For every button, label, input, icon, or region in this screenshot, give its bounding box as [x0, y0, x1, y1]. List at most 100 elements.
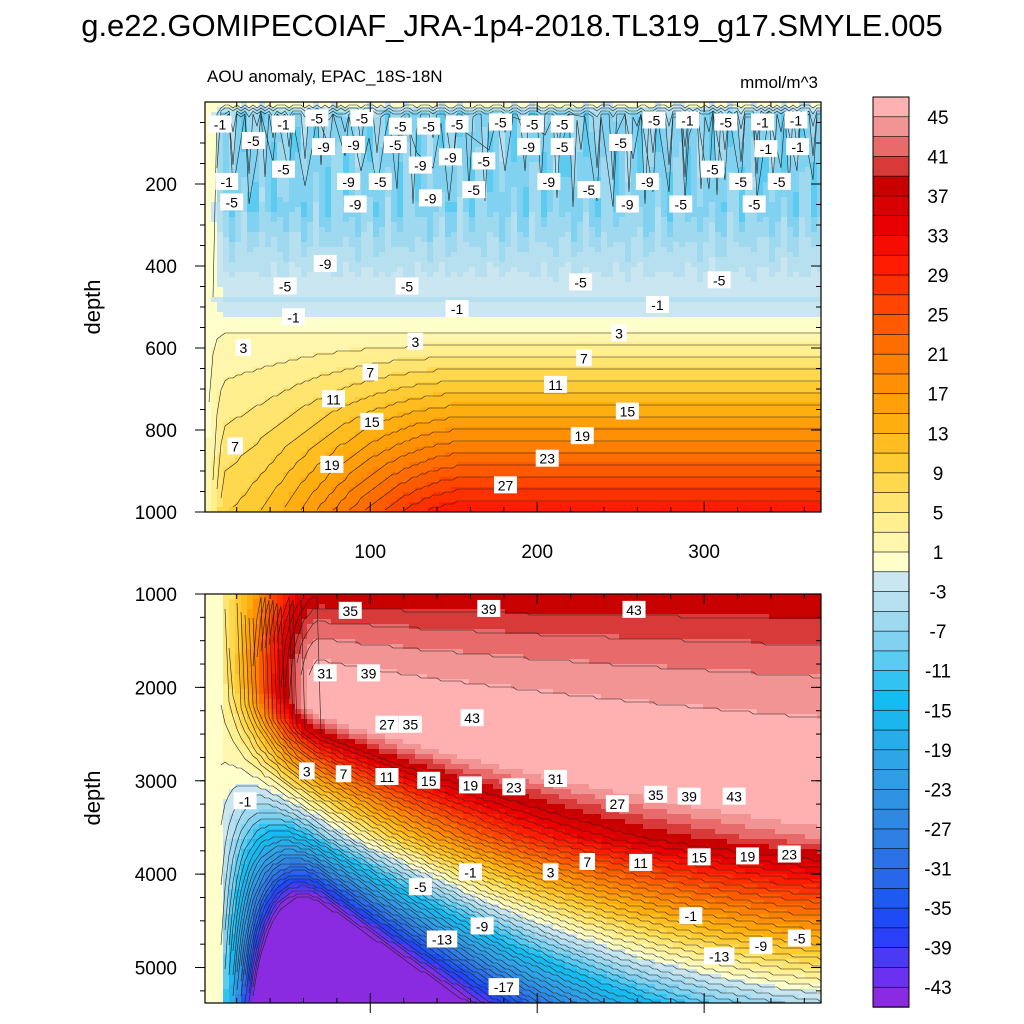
upper-fill-cell — [691, 297, 698, 303]
upper-fill-cell — [487, 222, 494, 228]
upper-fill-cell — [475, 222, 482, 228]
upper-fill-cell — [583, 147, 590, 153]
upper-fill-cell — [289, 107, 296, 113]
upper-fill-cell — [649, 162, 656, 168]
upper-fill-cell — [799, 297, 806, 303]
upper-fill-cell — [571, 292, 578, 298]
upper-fill-cell — [817, 212, 821, 218]
upper-fill-cell — [637, 257, 644, 263]
upper-fill-cell — [427, 297, 434, 303]
upper-fill-cell — [319, 162, 326, 168]
upper-fill-cell — [679, 167, 686, 173]
upper-fill-cell — [745, 157, 752, 163]
upper-fill-cell — [547, 217, 554, 223]
upper-fill-cell — [745, 302, 752, 308]
upper-fill-cell — [355, 282, 362, 288]
upper-fill-cell — [391, 167, 398, 173]
upper-fill-cell — [325, 202, 332, 208]
upper-fill-cell — [265, 287, 272, 293]
upper-fill-cell — [709, 212, 716, 218]
upper-fill-cell — [523, 327, 530, 333]
upper-fill-cell — [631, 312, 638, 318]
upper-fill-cell — [667, 177, 674, 183]
upper-fill-cell — [805, 257, 812, 263]
upper-fill-cell — [565, 107, 572, 113]
upper-fill-cell — [289, 217, 296, 223]
upper-fill-cell — [637, 312, 644, 318]
upper-fill-cell — [229, 147, 236, 153]
upper-fill-cell — [517, 292, 524, 298]
upper-fill-cell — [631, 222, 638, 228]
upper-fill-cell — [475, 337, 482, 343]
upper-fill-cell — [811, 252, 818, 258]
upper-fill-cell — [373, 282, 380, 288]
upper-fill-cell — [487, 212, 494, 218]
upper-fill-cell — [505, 132, 512, 138]
upper-fill-cell — [433, 237, 440, 243]
upper-fill-cell — [769, 312, 776, 318]
upper-fill-cell — [715, 237, 722, 243]
upper-fill-cell — [721, 237, 728, 243]
upper-fill-cell — [343, 132, 350, 138]
upper-fill-cell — [337, 227, 344, 233]
upper-fill-cell — [517, 187, 524, 193]
upper-fill-cell — [799, 292, 806, 298]
upper-fill-cell — [499, 237, 506, 243]
upper-fill-cell — [433, 142, 440, 148]
upper-fill-cell — [751, 257, 758, 263]
upper-fill-cell — [307, 227, 314, 233]
upper-fill-cell — [253, 177, 260, 183]
upper-fill-cell — [751, 107, 758, 113]
upper-fill-cell — [577, 157, 584, 163]
upper-fill-cell — [391, 292, 398, 298]
upper-fill-cell — [475, 267, 482, 273]
upper-fill-cell — [811, 122, 818, 128]
upper-fill-cell — [775, 202, 782, 208]
upper-fill-cell — [553, 267, 560, 273]
upper-fill-cell — [685, 152, 692, 158]
upper-fill-cell — [259, 232, 266, 238]
upper-fill-cell — [379, 207, 386, 213]
upper-fill-cell — [331, 177, 338, 183]
upper-fill-cell — [799, 232, 806, 238]
upper-fill-cell — [727, 317, 734, 323]
upper-fill-cell — [511, 167, 518, 173]
upper-fill-cell — [787, 302, 794, 308]
upper-fill-cell — [511, 127, 518, 133]
upper-fill-cell — [409, 242, 416, 248]
upper-fill-cell — [397, 182, 404, 188]
upper-fill-cell — [613, 192, 620, 198]
upper-fill-cell — [523, 322, 530, 328]
upper-fill-cell — [559, 242, 566, 248]
upper-fill-cell — [799, 302, 806, 308]
upper-fill-cell — [571, 207, 578, 213]
upper-fill-cell — [265, 327, 272, 333]
upper-fill-cell — [391, 267, 398, 273]
upper-fill-cell — [457, 277, 464, 283]
upper-fill-cell — [769, 192, 776, 198]
upper-fill-cell — [469, 202, 476, 208]
upper-fill-cell — [589, 282, 596, 288]
upper-fill-cell — [685, 177, 692, 183]
upper-fill-cell — [775, 317, 782, 323]
upper-fill-cell — [601, 167, 608, 173]
upper-fill-cell — [571, 337, 578, 343]
upper-fill-cell — [769, 262, 776, 268]
upper-fill-cell — [817, 327, 821, 333]
upper-fill-cell — [559, 282, 566, 288]
upper-fill-cell — [565, 232, 572, 238]
upper-fill-cell — [523, 202, 530, 208]
upper-fill-cell — [385, 327, 392, 333]
upper-fill-cell — [505, 247, 512, 253]
upper-fill-cell — [457, 292, 464, 298]
upper-fill-cell — [475, 167, 482, 173]
upper-fill-cell — [487, 297, 494, 303]
upper-fill-cell — [781, 322, 788, 328]
upper-fill-cell — [547, 302, 554, 308]
upper-fill-cell — [637, 162, 644, 168]
upper-fill-cell — [223, 277, 230, 283]
upper-fill-cell — [439, 317, 446, 323]
upper-fill-cell — [463, 227, 470, 233]
upper-fill-cell — [277, 212, 284, 218]
upper-fill-cell — [649, 227, 656, 233]
